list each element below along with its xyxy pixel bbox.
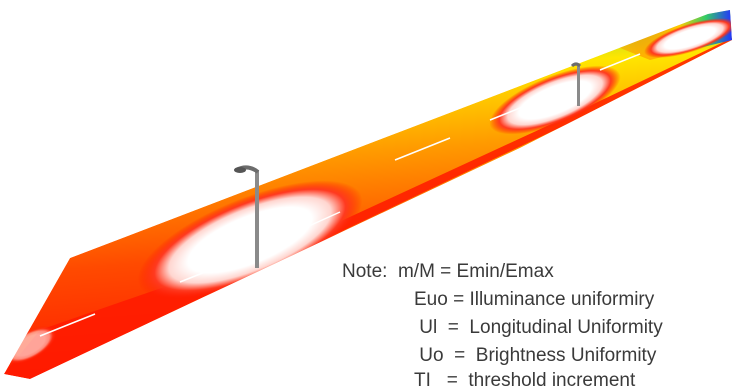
note-line-ti: TI = threshold increment (414, 370, 636, 391)
note-line-ratio: Note: m/M = Emin/Emax (342, 261, 554, 282)
note-line-uo: Uo = Brightness Uniformity (414, 345, 657, 366)
street-light-pole-icon (234, 165, 260, 268)
road-illuminance-contour-render (4, 10, 732, 379)
note-line-ul: Ul = Longitudinal Uniformity (414, 317, 663, 338)
note-line-euo: Euo = Illuminance uniformiry (414, 289, 655, 310)
road-surface (4, 10, 732, 379)
street-light-pole-icon (570, 62, 582, 106)
